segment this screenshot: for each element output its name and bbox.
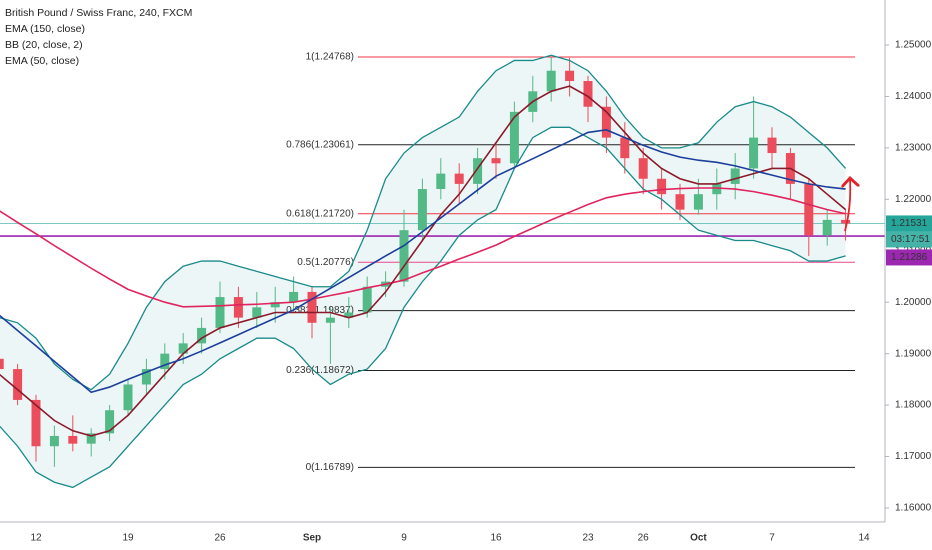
candle-body [767, 137, 777, 154]
bb-upper-line [0, 54, 847, 391]
y-tick-label: 1.17000 [895, 451, 932, 462]
candle-body [399, 230, 409, 282]
candle-body [233, 297, 243, 318]
candle-body [546, 70, 556, 92]
bb-lower-line [0, 126, 846, 489]
candle-body [289, 291, 299, 303]
candle-body [270, 302, 280, 308]
candle-body [141, 369, 151, 385]
candle-body [804, 183, 814, 236]
fib-level-label: 0.5(1.20776) [297, 257, 354, 268]
candle-body [325, 317, 335, 323]
x-tick-label: 12 [30, 533, 42, 544]
fib-level-label: 0(1.16789) [306, 462, 354, 473]
candle-body [601, 106, 611, 138]
y-tick-label: 1.22000 [895, 194, 932, 205]
candle-body [123, 384, 133, 411]
x-tick-label: 26 [214, 533, 226, 544]
countdown-label: 03:17:51 [891, 234, 930, 245]
plot-area: 1(1.24768) 0.786(1.23061) 0.618(1.21720) 0.… [0, 52, 885, 489]
candle-body [178, 343, 188, 354]
x-tick-label: 26 [638, 533, 650, 544]
candle-body [749, 137, 759, 169]
axes: 1.160001.170001.180001.190001.200001.210… [30, 40, 932, 544]
candle-body [344, 312, 354, 318]
y-tick-label: 1.23000 [895, 143, 932, 154]
candle-body [105, 410, 115, 434]
candle-body [454, 173, 464, 184]
candle-body [160, 353, 170, 370]
y-tick-label: 1.19000 [895, 348, 932, 359]
fib-level-label: 0.786(1.23061) [286, 139, 354, 150]
candle-body [197, 327, 207, 344]
x-tick-label: 16 [490, 533, 502, 544]
x-tick-label: 7 [769, 533, 775, 544]
indicator-line [0, 129, 846, 394]
x-tick-label: 14 [858, 533, 870, 544]
candle-body [0, 358, 4, 370]
candle-body [31, 399, 41, 447]
candle-body [86, 433, 96, 444]
candle-body [712, 183, 722, 195]
fib-level-label: 0.236(1.18672) [286, 365, 354, 376]
fib-level-label: 0.382(1.19837) [286, 305, 354, 316]
indicator-line [0, 85, 847, 437]
candle-body [473, 158, 483, 184]
legend-title: British Pound / Swiss Franc, 240, FXCM [5, 7, 192, 19]
y-tick-label: 1.25000 [895, 40, 932, 51]
candle-body [693, 194, 703, 210]
y-tick-label: 1.18000 [895, 400, 932, 411]
y-tick-label: 1.24000 [895, 91, 932, 102]
candle-body [638, 158, 648, 179]
candle-body [583, 81, 593, 107]
candle-body [509, 111, 519, 164]
price-tag [886, 215, 932, 232]
price-tag-label: 1.21531 [891, 218, 928, 229]
y-tick-label: 1.16000 [895, 503, 932, 514]
legend: British Pound / Swiss Franc, 240, FXCM E… [5, 7, 192, 67]
fib-level-label: 1(1.24768) [306, 52, 354, 63]
candle-body [68, 435, 78, 444]
candle-body [730, 168, 740, 184]
candle-body [307, 291, 317, 323]
candle-body [491, 158, 501, 164]
price-tag [886, 249, 932, 266]
y-tick-label: 1.20000 [895, 297, 932, 308]
annotation-arrow [845, 178, 850, 232]
candle-body [620, 137, 630, 159]
legend-entry: EMA (50, close) [5, 55, 79, 67]
x-tick-label: Oct [690, 533, 707, 544]
candle-body [565, 70, 575, 82]
candle-body [252, 307, 262, 318]
legend-entry: BB (20, close, 2) [5, 39, 83, 51]
candle-body [436, 173, 446, 190]
candle-body [215, 297, 225, 328]
x-tick-label: 19 [122, 533, 134, 544]
fib-level-label: 0.618(1.21720) [286, 208, 354, 219]
countdown-tag [886, 231, 932, 248]
price-tag-label: 1.21286 [891, 252, 928, 263]
indicator-line [0, 187, 846, 308]
candle-body [841, 219, 851, 224]
candle-body [13, 369, 23, 400]
candle-body [362, 286, 372, 313]
candle-body [822, 219, 832, 236]
legend-entry: EMA (150, close) [5, 23, 85, 35]
candle-body [49, 435, 59, 447]
x-tick-label: Sep [303, 533, 321, 544]
bb-band-fill [0, 55, 846, 488]
x-tick-label: 9 [401, 533, 407, 544]
candle-body [675, 194, 685, 210]
candle-body [417, 189, 427, 231]
x-tick-label: 23 [582, 533, 594, 544]
candle-body [657, 178, 667, 195]
